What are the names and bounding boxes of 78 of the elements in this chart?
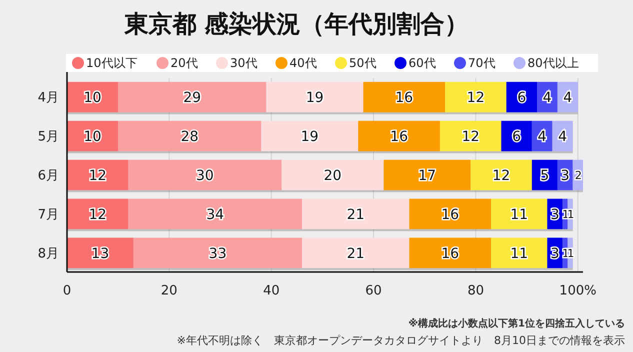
legend-label: 30代 xyxy=(230,56,258,70)
data-label: 21 xyxy=(346,206,365,223)
data-label: 19 xyxy=(306,90,324,106)
x-tick-label: 80 xyxy=(467,284,484,299)
data-label: 16 xyxy=(395,90,414,106)
x-tick-label: 60 xyxy=(365,284,382,299)
data-label: 1 xyxy=(562,246,568,260)
data-label: 11 xyxy=(510,246,528,262)
legend-label: 10代以下 xyxy=(86,56,138,70)
data-label: 4 xyxy=(558,128,568,145)
data-label: 11 xyxy=(510,206,528,223)
data-label: 4 xyxy=(542,90,552,106)
bar xyxy=(302,198,410,230)
y-tick-label: 8月 xyxy=(38,246,59,262)
legend-label: 50代 xyxy=(349,56,376,70)
data-label: 10 xyxy=(84,128,102,145)
x-tick-label: 20 xyxy=(160,284,178,299)
y-tick-label: 5月 xyxy=(38,130,59,145)
data-label: 13 xyxy=(91,246,110,262)
legend-label: 70代 xyxy=(468,56,496,70)
data-label: 20 xyxy=(324,168,342,184)
chart-title: 東京都 感染状況（年代別割合） xyxy=(123,10,469,38)
data-label: 19 xyxy=(300,128,319,145)
data-label: 6 xyxy=(517,90,526,106)
data-label: 17 xyxy=(418,168,436,184)
data-label: 34 xyxy=(206,206,224,223)
data-label: 6 xyxy=(512,128,522,145)
bar xyxy=(409,198,492,230)
data-label: 16 xyxy=(441,246,460,262)
data-label: 10 xyxy=(84,90,102,106)
bar xyxy=(409,238,492,268)
x-tick-label: 40 xyxy=(263,284,280,299)
text: ※年代不明は除く 東京都オープンデータカタログサイトより 8月10日までの情報を表示 xyxy=(176,334,625,347)
legend-label: 60代 xyxy=(408,56,436,70)
data-label: 28 xyxy=(180,128,199,145)
data-label: 12 xyxy=(466,90,485,106)
bar xyxy=(128,160,282,190)
data-label: 33 xyxy=(208,246,227,262)
x-tick-label: 100% xyxy=(559,284,596,299)
data-label: 12 xyxy=(88,206,107,223)
data-label: 1 xyxy=(567,208,574,221)
data-label: 4 xyxy=(563,90,572,106)
bar xyxy=(118,120,262,152)
y-tick-label: 6月 xyxy=(38,168,59,184)
text: ※構成比は小数点以下第1位を四捨五入している xyxy=(408,318,625,330)
bar xyxy=(445,82,506,112)
data-label: 12 xyxy=(88,168,107,184)
bar xyxy=(491,238,548,268)
data-label: 2 xyxy=(574,168,581,182)
y-tick-label: 4月 xyxy=(38,90,59,106)
data-label: 16 xyxy=(390,128,408,145)
bar xyxy=(363,82,446,112)
data-label: 29 xyxy=(183,90,202,106)
data-label: 12 xyxy=(492,168,510,184)
data-label: 4 xyxy=(538,128,547,145)
data-label: 16 xyxy=(441,206,460,223)
data-label: 3 xyxy=(550,206,560,223)
data-label: 21 xyxy=(346,246,365,262)
data-label: 3 xyxy=(560,168,570,184)
data-label: 1 xyxy=(562,208,568,221)
bar xyxy=(118,82,266,112)
x-tick-label: 0 xyxy=(62,284,72,299)
bar xyxy=(384,160,471,190)
data-label: 12 xyxy=(462,128,480,145)
bar xyxy=(302,238,410,268)
data-label: 1 xyxy=(567,246,574,260)
bar xyxy=(261,120,358,152)
legend-label: 80代以上 xyxy=(528,56,579,70)
bar xyxy=(67,238,134,268)
y-tick-label: 7月 xyxy=(38,208,59,223)
data-label: 30 xyxy=(196,168,214,184)
data-label: 5 xyxy=(540,168,550,184)
bar xyxy=(282,160,384,190)
legend-label: 40代 xyxy=(290,56,317,70)
bar xyxy=(358,120,440,152)
legend-label: 20代 xyxy=(170,56,198,70)
data-label: 3 xyxy=(550,246,560,262)
bar xyxy=(266,82,364,112)
